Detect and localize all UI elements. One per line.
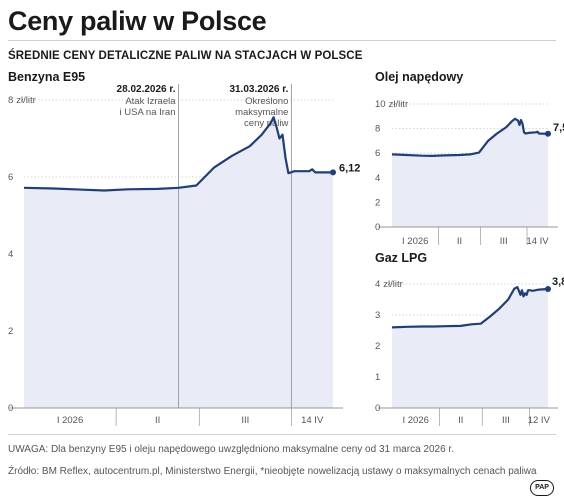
lpg-y-tick-label: 3	[375, 310, 380, 321]
olej-series-line	[391, 117, 549, 157]
olej-y-tick-label: 8	[375, 124, 380, 135]
lpg-series-line	[391, 286, 549, 329]
lpg-y-tick-label: 2	[375, 341, 380, 352]
benzyna-y-tick-label: 8 zł/litr	[8, 95, 36, 106]
footnote-source: Źródło: BM Reflex, autocentrum.pl, Minis…	[8, 466, 537, 477]
benzyna-y-tick-value: 8	[8, 95, 13, 106]
olej-unit-label: zł/litr	[389, 99, 409, 110]
footer-divider	[8, 434, 556, 435]
lpg-y-tick-label: 4 zł/litr	[375, 279, 403, 290]
benzyna-y-tick-label: 4	[8, 249, 13, 260]
lpg-chart-title: Gaz LPG	[375, 251, 427, 265]
benzyna-x-tick-label: 14 IV	[301, 415, 324, 426]
lpg-unit-label: zł/litr	[383, 279, 403, 290]
olej-x-tick-label: II	[457, 236, 462, 247]
benzyna-series-line	[23, 116, 333, 192]
lpg-x-tick-label: I 2026	[402, 415, 428, 426]
lpg-last-value-label: 3,84*	[552, 276, 564, 288]
lpg-y-tick-label: 1	[375, 372, 380, 383]
benzyna-annotation-date: 28.02.2026 r.	[117, 84, 176, 95]
page-title: Ceny paliw w Polsce	[8, 6, 267, 36]
olej-y-tick-label: 10 zł/litr	[375, 99, 408, 110]
lpg-y-tick-value: 4	[375, 279, 380, 290]
benzyna-annotation-text: Atak Izraela	[125, 96, 176, 107]
olej-y-tick-value: 10	[375, 99, 386, 110]
olej-y-tick-label: 6	[375, 148, 380, 159]
page-subtitle: ŚREDNIE CENY DETALICZNE PALIW NA STACJAC…	[8, 50, 363, 62]
olej-y-tick-label: 4	[375, 173, 380, 184]
benzyna-annotation-text: ceny paliw	[244, 118, 288, 129]
olej-area-fill	[392, 118, 548, 227]
lpg-x-tick-label: III	[502, 415, 510, 426]
benzyna-annotation-text: Określono	[245, 96, 288, 107]
benzyna-x-tick-label: III	[241, 415, 249, 426]
benzyna-y-tick-label: 2	[8, 326, 13, 337]
benzyna-annotation-text: maksymalne	[235, 107, 288, 118]
olej-last-point	[545, 130, 551, 137]
lpg-x-tick-label: 12 IV	[528, 415, 551, 426]
benzyna-annotation-text: i USA na Iran	[120, 107, 176, 118]
olej-x-tick-label: I 2026	[402, 236, 428, 247]
olej-chart-title: Olej napędowy	[375, 70, 463, 84]
olej-x-tick-label: 14 IV	[526, 236, 549, 247]
benzyna-last-value-label: 6,12	[339, 162, 360, 174]
olej-y-tick-label: 0	[375, 222, 380, 233]
footnote-note: UWAGA: Dla benzyny E95 i oleju napędoweg…	[8, 444, 454, 455]
benzyna-unit-label: zł/litr	[16, 95, 36, 106]
lpg-last-point	[545, 285, 551, 292]
benzyna-x-tick-label: I 2026	[57, 415, 83, 426]
pap-logo: PAP	[530, 480, 554, 496]
benzyna-chart-title: Benzyna E95	[8, 70, 85, 84]
lpg-x-tick-label: II	[458, 415, 463, 426]
olej-x-tick-label: III	[500, 236, 508, 247]
benzyna-annotation-date: 31.03.2026 r.	[229, 84, 288, 95]
title-divider	[8, 40, 556, 41]
benzyna-x-tick-label: II	[155, 415, 160, 426]
lpg-area-fill	[392, 287, 548, 408]
lpg-y-tick-label: 0	[375, 403, 380, 414]
benzyna-last-point	[330, 169, 336, 176]
olej-y-tick-label: 2	[375, 197, 380, 208]
olej-last-value-label: 7,58	[553, 122, 564, 134]
benzyna-y-tick-label: 6	[8, 172, 13, 183]
benzyna-y-tick-label: 0	[8, 403, 13, 414]
